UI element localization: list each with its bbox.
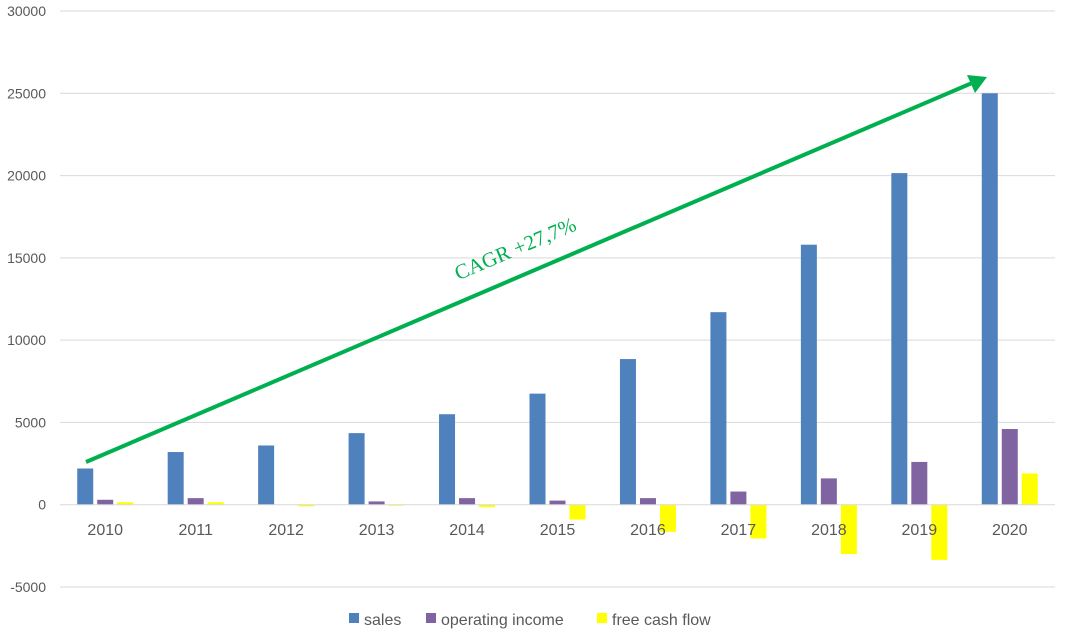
free-cash-flow-bar: [298, 504, 315, 507]
y-tick-label: -5000: [10, 579, 46, 595]
x-tick-label: 2017: [721, 522, 757, 539]
legend-label: operating income: [441, 612, 564, 629]
legend-label: free cash flow: [612, 612, 711, 629]
sales-bar: [439, 414, 456, 505]
y-axis-ticks: -5000 0 5000 10000 15000 20000 25000 30000: [7, 3, 46, 595]
free-cash-flow-bar: [750, 504, 767, 539]
operating-income-bar: [368, 501, 385, 505]
x-tick-label: 2019: [902, 522, 938, 539]
operating-income-bar: [549, 500, 566, 505]
sales-bar: [710, 312, 727, 505]
y-tick-label: 15000: [7, 250, 46, 266]
operating-income-bar: [730, 491, 747, 505]
operating-income-bar: [97, 499, 114, 505]
sales-bar: [619, 359, 636, 505]
sales-bar: [167, 452, 184, 505]
legend-swatch: [349, 613, 359, 623]
x-tick-label: 2015: [540, 522, 576, 539]
operating-income-bar: [911, 461, 928, 505]
free-cash-flow-bar: [659, 504, 676, 532]
x-tick-label: 2012: [268, 522, 304, 539]
free-cash-flow-bar: [1021, 473, 1038, 505]
x-tick-label: 2014: [449, 522, 485, 539]
y-tick-label: 10000: [7, 332, 46, 348]
y-tick-label: 5000: [15, 414, 46, 430]
bars: [77, 93, 1038, 560]
y-tick-label: 20000: [7, 168, 46, 184]
free-cash-flow-bar: [117, 502, 134, 505]
operating-income-bar: [1001, 429, 1018, 505]
cagr-label: CAGR +27,7%: [451, 212, 580, 285]
operating-income-bar: [639, 498, 656, 505]
sales-bar: [77, 468, 94, 505]
y-tick-label: 30000: [7, 3, 46, 19]
x-tick-label: 2020: [992, 522, 1028, 539]
legend-swatch: [426, 613, 436, 623]
cagr-arrow: [85, 75, 987, 464]
sales-bar: [348, 433, 365, 505]
x-tick-label: 2010: [87, 522, 123, 539]
x-axis-ticks: 2010 2011 2012 2013 2014 2015 2016 2017 2018 2019…: [87, 522, 1027, 539]
free-cash-flow-bar: [931, 504, 948, 560]
sales-bar: [981, 93, 998, 505]
x-tick-label: 2013: [359, 522, 395, 539]
operating-income-bar: [187, 498, 204, 505]
y-tick-label: 25000: [7, 85, 46, 101]
legend-label: sales: [364, 612, 401, 629]
x-tick-label: 2011: [178, 522, 213, 539]
legend: sales operating income free cash flow: [349, 612, 711, 629]
operating-income-bar: [459, 498, 476, 505]
y-tick-label: 0: [38, 497, 46, 513]
free-cash-flow-bar: [207, 502, 224, 505]
sales-bar: [800, 244, 817, 505]
operating-income-bar: [820, 478, 837, 505]
gridlines: [60, 10, 1055, 588]
x-tick-label: 2016: [630, 522, 666, 539]
legend-swatch: [597, 613, 607, 623]
sales-bar: [258, 445, 275, 505]
free-cash-flow-bar: [569, 504, 586, 520]
free-cash-flow-bar: [479, 504, 496, 508]
sales-bar: [529, 393, 546, 505]
x-tick-label: 2018: [811, 522, 847, 539]
sales-bar: [891, 173, 908, 505]
free-cash-flow-bar: [840, 504, 857, 555]
